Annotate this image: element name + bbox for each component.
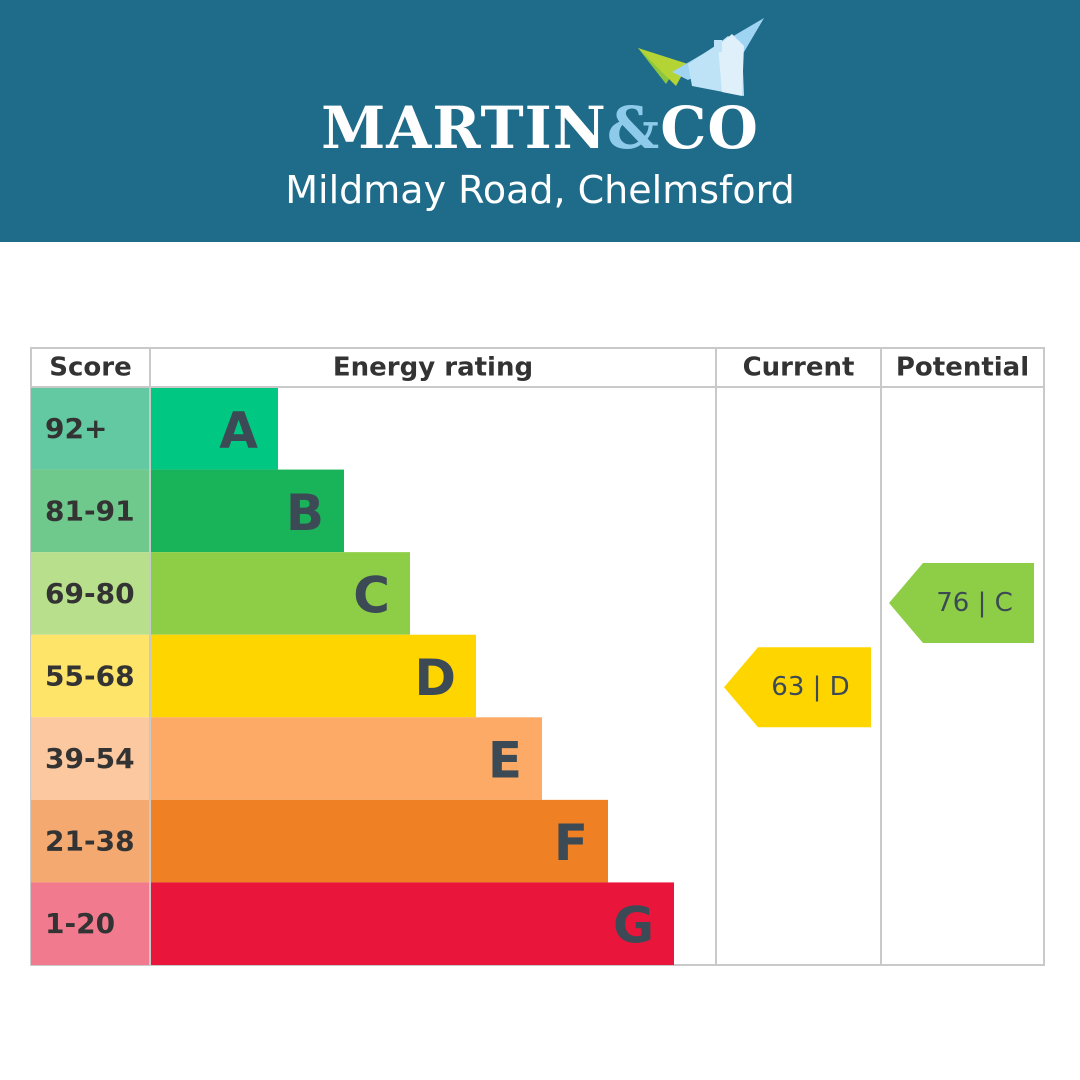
branch-name: Mildmay Road, Chelmsford: [285, 168, 795, 212]
rating-bar-c: [150, 552, 410, 635]
rating-bar-f: [150, 799, 608, 883]
score-cell-b: [31, 469, 150, 553]
rating-letter-g: G: [613, 897, 654, 955]
rating-letter-f: F: [554, 814, 588, 872]
logo-ampersand: &: [606, 94, 661, 162]
current-rating-label: 63 | D: [771, 672, 849, 702]
rating-bar-g: [150, 882, 674, 965]
header-banner: MARTIN&CO Mildmay Road, Chelmsford: [0, 0, 1080, 242]
rating-bar-d: [150, 634, 476, 718]
column-header-energy-rating: Energy rating: [333, 353, 533, 383]
rating-bar-a: [150, 387, 278, 470]
current-rating-arrow: [724, 647, 871, 728]
logo-main: MARTIN: [321, 94, 607, 162]
score-cell-a: [31, 387, 150, 470]
rating-letter-e: E: [488, 732, 522, 790]
logo-end: CO: [660, 94, 759, 162]
column-header-current: Current: [743, 353, 855, 383]
rating-bar-e: [150, 717, 542, 800]
potential-rating-arrow: [889, 563, 1034, 644]
brand-logo-text: MARTIN&CO: [0, 96, 1080, 160]
score-label-b: 81-91: [45, 494, 135, 527]
score-label-a: 92+: [45, 412, 107, 445]
rating-letter-d: D: [414, 649, 456, 707]
score-cell-e: [31, 717, 150, 800]
score-label-d: 55-68: [45, 660, 135, 693]
score-label-f: 21-38: [45, 825, 135, 858]
score-cell-c: [31, 552, 150, 635]
score-label-e: 39-54: [45, 742, 135, 775]
house-roof-logo-icon: [638, 18, 764, 96]
score-cell-f: [31, 799, 150, 883]
rating-bar-b: [150, 469, 344, 553]
column-header-potential: Potential: [896, 353, 1029, 383]
score-cell-d: [31, 634, 150, 718]
score-cell-g: [31, 882, 150, 965]
score-label-c: 69-80: [45, 577, 135, 610]
potential-rating-label: 76 | C: [936, 588, 1013, 618]
score-label-g: 1-20: [45, 907, 115, 940]
rating-letter-c: C: [353, 566, 390, 624]
rating-letter-b: B: [286, 484, 324, 542]
column-header-score: Score: [49, 353, 131, 383]
rating-letter-a: A: [219, 401, 258, 459]
